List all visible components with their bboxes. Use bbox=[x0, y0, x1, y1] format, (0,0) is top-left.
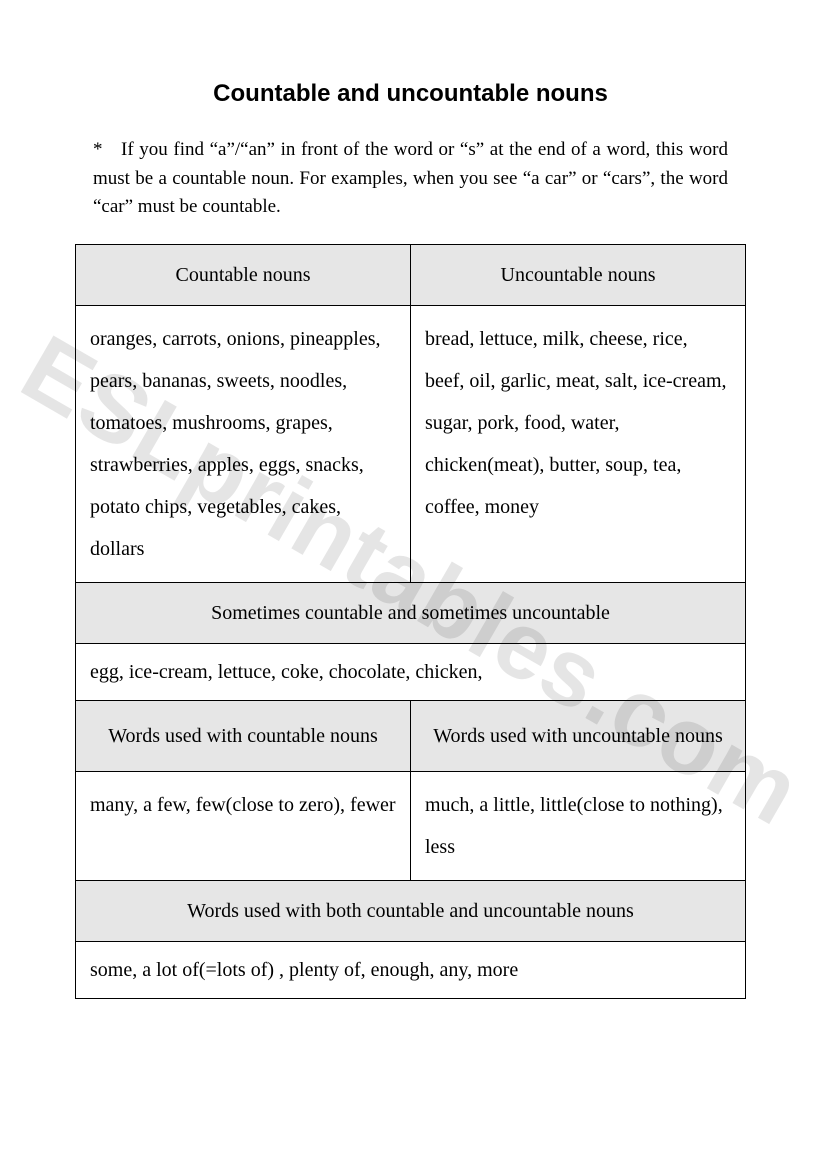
bullet-star: * bbox=[93, 136, 121, 165]
table-row: Words used with both countable and uncou… bbox=[76, 880, 746, 941]
page-title: Countable and uncountable nouns bbox=[75, 80, 746, 108]
document-page: Countable and uncountable nouns *If you … bbox=[0, 0, 821, 1059]
table-row: egg, ice-cream, lettuce, coke, chocolate… bbox=[76, 643, 746, 700]
cell-uncountable-list: bread, lettuce, milk, cheese, rice, beef… bbox=[411, 305, 746, 582]
header-uncountable: Uncountable nouns bbox=[411, 244, 746, 305]
table-row: oranges, carrots, onions, pineapples, pe… bbox=[76, 305, 746, 582]
header-countable: Countable nouns bbox=[76, 244, 411, 305]
intro-text: If you find “a”/“an” in front of the wor… bbox=[93, 139, 728, 217]
cell-sometimes-list: egg, ice-cream, lettuce, coke, chocolate… bbox=[76, 643, 746, 700]
grammar-table: Countable nouns Uncountable nouns orange… bbox=[75, 244, 746, 999]
cell-words-both: some, a lot of(=lots of) , plenty of, en… bbox=[76, 941, 746, 998]
table-row: Words used with countable nouns Words us… bbox=[76, 700, 746, 771]
header-words-countable: Words used with countable nouns bbox=[76, 700, 411, 771]
cell-countable-list: oranges, carrots, onions, pineapples, pe… bbox=[76, 305, 411, 582]
table-row: Sometimes countable and sometimes uncoun… bbox=[76, 582, 746, 643]
header-words-uncountable: Words used with uncountable nouns bbox=[411, 700, 746, 771]
table-row: many, a few, few(close to zero), fewer m… bbox=[76, 771, 746, 880]
header-sometimes: Sometimes countable and sometimes uncoun… bbox=[76, 582, 746, 643]
cell-words-countable: many, a few, few(close to zero), fewer bbox=[76, 771, 411, 880]
table-row: Countable nouns Uncountable nouns bbox=[76, 244, 746, 305]
intro-paragraph: *If you find “a”/“an” in front of the wo… bbox=[75, 136, 746, 222]
header-words-both: Words used with both countable and uncou… bbox=[76, 880, 746, 941]
table-row: some, a lot of(=lots of) , plenty of, en… bbox=[76, 941, 746, 998]
cell-words-uncountable: much, a little, little(close to nothing)… bbox=[411, 771, 746, 880]
